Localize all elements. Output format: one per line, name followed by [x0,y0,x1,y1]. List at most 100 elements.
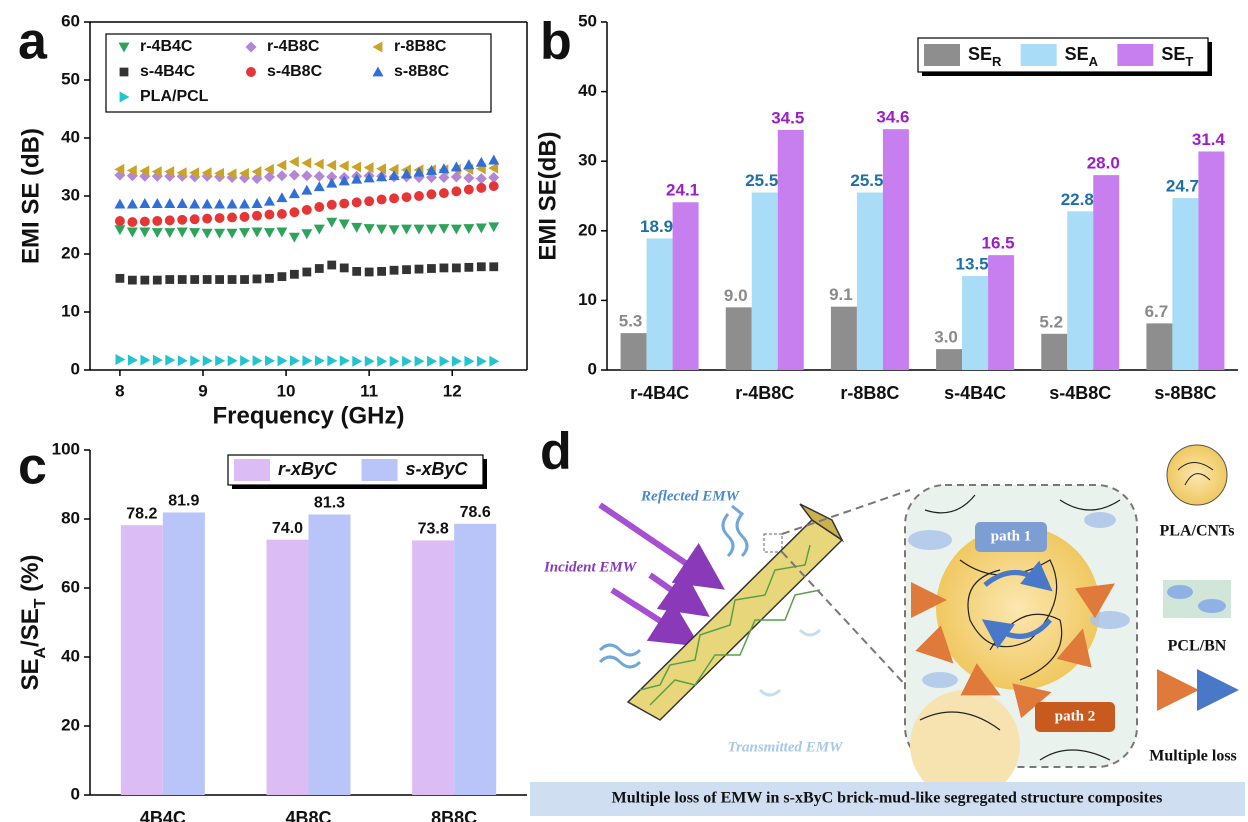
value-label: 9.0 [724,286,748,305]
x-tick-label: 9 [198,381,207,400]
data-point [177,355,188,367]
data-point [313,181,325,192]
legend-marker [119,67,129,77]
data-point [226,168,237,180]
path2-arrows [911,582,1115,719]
data-point [401,224,413,235]
data-point [214,213,225,223]
data-point [226,198,238,209]
y-tick-label: 0 [71,784,80,803]
data-point [264,209,275,220]
data-point [388,163,399,175]
data-point [352,267,362,276]
value-label: 25.5 [745,171,778,190]
x-tick-label: 11 [360,381,378,400]
zoom-box [763,533,783,553]
data-point [114,198,126,209]
legend-marker [246,67,256,77]
legend-label: s-4B8C [267,63,323,80]
data-point [288,232,300,243]
data-point [351,173,363,184]
mud-network [639,544,821,706]
data-point [164,198,176,208]
data-point [376,224,388,235]
path2-label: path 2 [1055,708,1095,724]
data-point [252,355,263,367]
y-axis-label-part: /SE [17,608,44,647]
data-point [127,354,138,366]
data-point [215,355,226,367]
incident-label: Incident EMW [543,559,638,575]
data-point [152,275,162,285]
x-tick-label: r-4B4C [630,383,689,403]
panel-label: b [540,13,572,71]
legend-label-sub: T [1185,54,1193,69]
y-tick-label: 20 [61,243,80,262]
bar [1146,323,1173,370]
data-point [115,354,126,366]
data-point [239,228,251,239]
bar [672,202,699,370]
x-tick-label: 10 [277,381,296,400]
x-tick-label: 4B4C [140,808,186,822]
data-point [426,189,437,200]
data-point [140,354,151,366]
path1-label: path 1 [991,528,1031,544]
data-point [302,267,312,277]
data-point [327,260,337,270]
data-point [314,355,325,367]
data-point [463,159,475,170]
legend-box [227,454,484,486]
legend-swatch [1020,44,1057,66]
data-point [388,225,400,236]
value-label: 78.2 [126,505,157,522]
bar [620,333,647,370]
data-point [476,182,487,193]
data-point [214,228,226,239]
legend-swatch [1117,44,1154,66]
data-point [327,355,338,367]
value-label: 73.8 [418,521,449,538]
data-point [338,219,350,230]
data-point [251,198,263,208]
data-point [127,275,137,285]
x-tick-label: 4B8C [285,808,331,822]
data-point [314,264,324,273]
bar [1067,211,1094,370]
y-tick-label: 40 [61,646,80,665]
value-label: 24.7 [1166,177,1199,196]
data-point [276,159,287,171]
data-point [139,198,151,208]
bar [936,349,963,370]
data-point [201,167,212,179]
bar [162,512,205,795]
data-point [164,215,175,226]
data-point [276,227,288,238]
data-point [265,273,274,283]
data-point [363,172,375,183]
data-point [439,263,449,273]
legend-label: SER [968,44,1002,69]
legend-marker [372,41,383,53]
y-axis-label-part: A [32,647,49,659]
value-label: 24.1 [666,181,699,200]
data-point [464,355,475,367]
x-tick-label: 8 [115,381,124,400]
value-label: 81.3 [314,495,345,512]
legend-label-sub: A [1089,54,1099,69]
value-label: 9.1 [829,285,853,304]
data-point [314,202,325,212]
data-point [288,188,300,199]
data-point [488,154,500,165]
legend-label: r-8B8C [394,38,447,55]
reflected-label: Reflected EMW [640,488,741,504]
caption: Multiple loss of EMW in s-xByC brick-mud… [612,790,1163,807]
y-tick-label: 80 [61,508,80,527]
data-point [464,262,474,272]
data-point [389,265,399,275]
data-point [463,224,475,234]
data-point [189,214,200,225]
data-point [202,213,213,224]
legend-label-text: SE [1161,44,1185,64]
legend-label-sub: R [992,54,1002,69]
